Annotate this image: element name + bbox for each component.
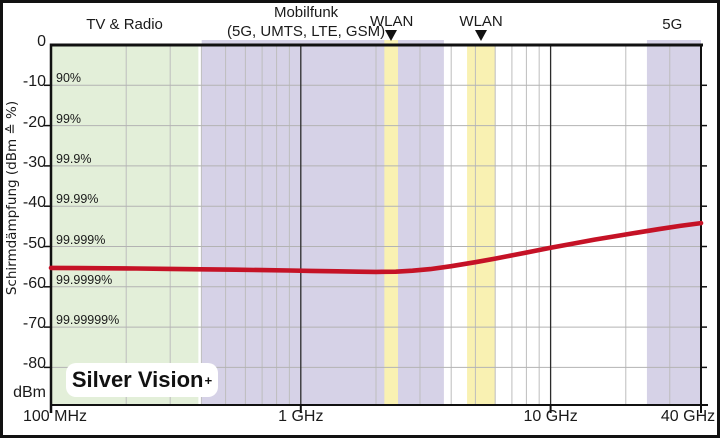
attenuation-curve	[48, 220, 704, 275]
y-unit-label: dBm	[13, 384, 46, 401]
y-tick-label: -20	[22, 113, 46, 131]
band-wlan-5-6	[467, 45, 496, 405]
y-tick-label: -40	[22, 194, 46, 212]
y-percent-label: 99.9%	[56, 151, 92, 166]
x-tick-label: 40 GHz	[660, 408, 716, 425]
y-percent-label: 99%	[56, 111, 82, 126]
band-arrow-icon	[385, 30, 398, 41]
y-tick-label: -60	[22, 274, 46, 292]
band-label-tv-radio: TV & Radio	[86, 16, 163, 33]
y-percent-label: 99.99999%	[56, 313, 120, 328]
band-label-wlan-5-6: WLAN	[459, 13, 503, 30]
x-tick-label: 100 MHz	[22, 408, 88, 425]
y-percent-label: 99.9999%	[56, 272, 113, 287]
band-arrow-icon	[474, 30, 487, 41]
x-tick-label: 1 GHz	[278, 408, 324, 425]
product-name: Silver Vision	[71, 367, 204, 392]
band-label-5g-mmwave: 5G	[662, 16, 683, 33]
y-percent-label: 90%	[56, 71, 82, 86]
product-badge: Silver Vision +	[66, 363, 218, 397]
y-tick-label: -10	[22, 73, 46, 91]
y-tick-label: -50	[22, 234, 46, 252]
y-percent-label: 99.999%	[56, 232, 106, 247]
x-tick-label: 10 GHz	[523, 408, 578, 425]
y-percent-label: 99.99%	[56, 192, 99, 207]
y-tick-label: -30	[22, 153, 46, 171]
band-tv-radio	[51, 45, 199, 405]
y-tick-label: 0	[37, 33, 46, 50]
band-mobilfunk	[201, 40, 444, 405]
band-wlan-2-4	[384, 40, 399, 405]
band-label-mobilfunk: Mobilfunk (5G, UMTS, LTE, GSM)	[227, 4, 386, 40]
y-tick-label: -80	[22, 355, 46, 373]
product-name-superscript: +	[204, 372, 213, 388]
y-tick-label: -70	[22, 315, 46, 333]
band-label-wlan-2-4: WLAN	[369, 13, 414, 30]
